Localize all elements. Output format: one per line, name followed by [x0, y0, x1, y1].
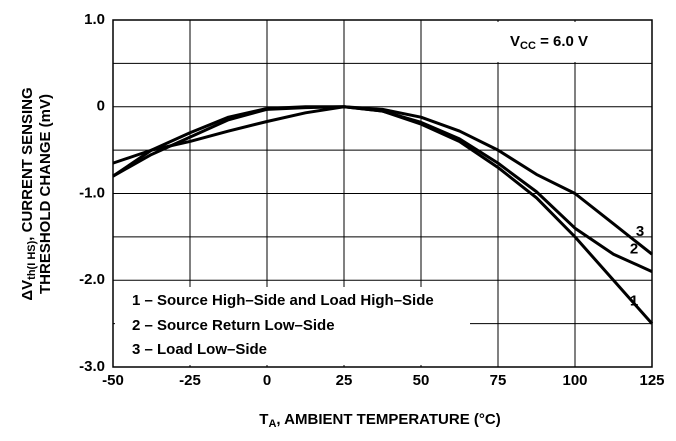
x-tick-label: -25	[179, 372, 201, 389]
y-tick-label: -1.0	[79, 184, 105, 201]
series-label: 2	[630, 241, 638, 258]
curves	[112, 105, 654, 325]
y-tick-label: 1.0	[84, 11, 105, 28]
y-tick-label: 0	[97, 98, 105, 115]
series-label: 1	[630, 293, 638, 310]
y-tick-label: -3.0	[79, 358, 105, 375]
x-axis-label: TA, AMBIENT TEMPERATURE (°C)	[259, 411, 500, 430]
x-tick-label: 25	[336, 372, 353, 389]
x-tick-label: 0	[263, 372, 271, 389]
series-line	[112, 105, 653, 273]
legend-note: 2 – Source Return Low–Side	[132, 317, 335, 334]
legend-note: 3 – Load Low–Side	[132, 341, 267, 358]
series-label: 3	[636, 223, 644, 240]
annotation: VCC = 6.0 V	[510, 33, 588, 52]
x-tick-label: -50	[102, 372, 124, 389]
x-tick-label: 50	[413, 372, 430, 389]
x-tick-label: 75	[490, 372, 507, 389]
x-tick-label: 125	[639, 372, 664, 389]
annotation-bg	[497, 22, 650, 62]
y-axis-label-line: ΔVth(I HS), CURRENT SENSING	[19, 87, 38, 300]
x-tick-label: 100	[562, 372, 587, 389]
y-axis-label: ΔVth(I HS), CURRENT SENSING THRESHOLD CH…	[19, 87, 54, 300]
legend-bg	[115, 287, 470, 365]
series-line	[112, 105, 653, 256]
plot-frame	[112, 19, 653, 368]
legend-note: 1 – Source High–Side and Load High–Side	[132, 292, 434, 309]
y-tick-label: -2.0	[79, 271, 105, 288]
y-axis-label-line: THRESHOLD CHANGE (mV)	[37, 94, 54, 294]
